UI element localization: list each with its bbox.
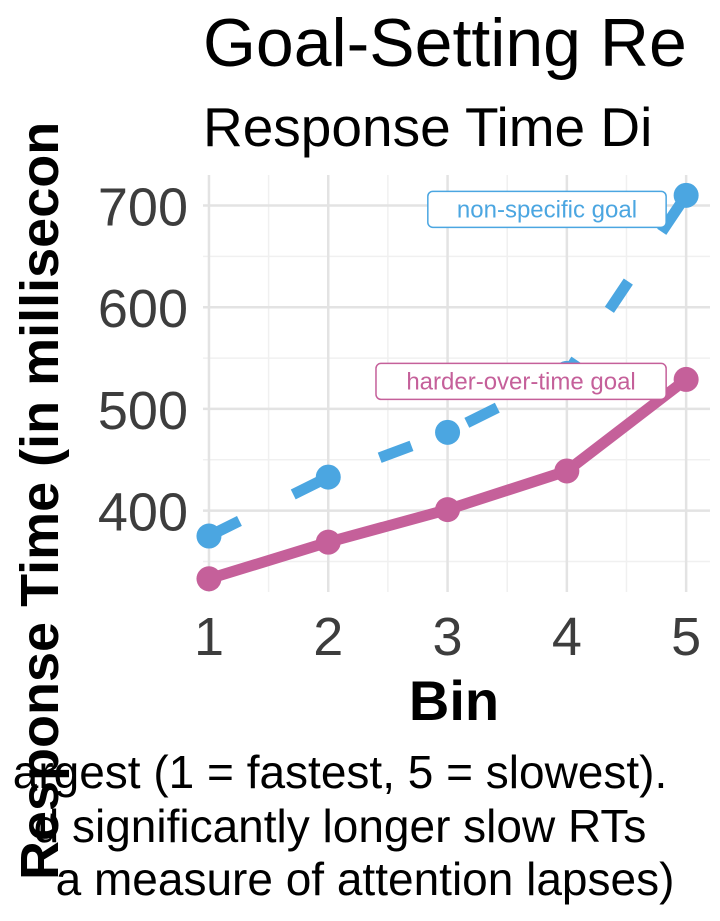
x-tick-label: 4 <box>552 607 582 667</box>
y-tick-label: 400 <box>98 483 188 543</box>
series-label-box <box>375 362 667 401</box>
x-tick-label: 1 <box>194 607 224 667</box>
data-point-series-1 <box>673 182 699 208</box>
data-point-series-2 <box>673 366 699 392</box>
data-point-series-2 <box>196 566 222 592</box>
y-axis-label: Response Time (in millisecon <box>10 122 70 880</box>
x-tick-label: 5 <box>671 607 701 667</box>
data-point-series-1 <box>196 523 222 549</box>
y-tick-label: 600 <box>98 279 188 339</box>
series-label-1: non-specific goal <box>427 190 667 229</box>
series-label-2: harder-over-time goal <box>375 362 667 401</box>
x-tick-label: 3 <box>433 607 463 667</box>
y-tick-label: 500 <box>98 381 188 441</box>
data-point-series-2 <box>315 529 341 555</box>
data-point-series-1 <box>315 464 341 490</box>
y-tick-label: 700 <box>98 178 188 238</box>
x-tick-label: 2 <box>313 607 343 667</box>
series-label-text: non-specific goal <box>457 196 637 223</box>
chart-title: Goal-Setting Re <box>203 5 687 81</box>
data-point-series-2 <box>435 497 461 523</box>
x-axis-label: Bin <box>409 669 499 732</box>
series-labels: non-specific goal harder-over-time goal <box>375 190 667 401</box>
data-point-series-2 <box>554 458 580 484</box>
caption-line-3: a measure of attention lapses) <box>56 853 675 905</box>
chart-subtitle: Response Time Di <box>203 96 652 158</box>
series-label-text: harder-over-time goal <box>406 368 635 395</box>
axes: 400 500 600 700 1 2 3 4 5 <box>98 178 701 667</box>
caption-line-1: argest (1 = fastest, 5 = slowest). <box>13 746 668 798</box>
caption-line-2: d significantly longer slow RTs <box>34 800 647 852</box>
data-point-series-1 <box>435 419 461 445</box>
series-label-box <box>427 190 667 229</box>
